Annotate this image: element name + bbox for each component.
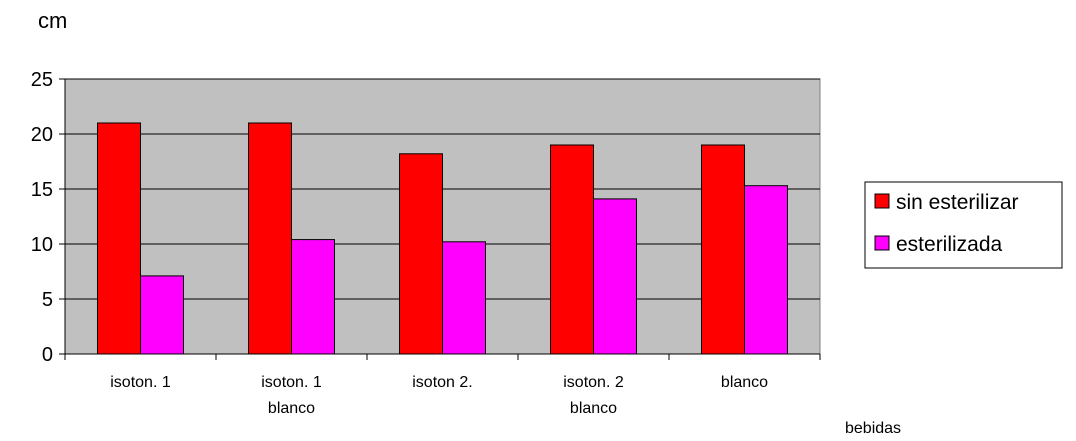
bar-esterilizada-4 xyxy=(744,185,788,355)
bar-esterilizada-2 xyxy=(442,241,486,355)
legend-label-esterilizada: esterilizada xyxy=(896,233,1003,256)
bar-sin-esterilizar-1 xyxy=(248,122,292,355)
y-tick-label: 25 xyxy=(31,69,53,91)
x-category-label: isoton. 1 xyxy=(110,374,171,391)
bar-esterilizada-1 xyxy=(291,239,335,355)
legend-label-sin-esterilizar: sin esterilizar xyxy=(896,191,1019,214)
axes xyxy=(59,78,821,360)
bars xyxy=(97,122,788,355)
y-tick-label: 5 xyxy=(42,289,53,311)
x-axis-title: bebidas xyxy=(845,420,901,437)
y-tick-label: 20 xyxy=(31,124,53,146)
y-axis-title: cm xyxy=(38,8,67,33)
bar-sin-esterilizar-0 xyxy=(97,122,141,355)
y-tick-label: 10 xyxy=(31,234,53,256)
x-category-label: isoton. 2 blanco xyxy=(563,374,624,417)
bar-esterilizada-0 xyxy=(140,275,184,355)
x-category-label: isoton. 1 blanco xyxy=(261,374,322,417)
legend-box xyxy=(864,181,1063,269)
x-category-label: isoton 2. xyxy=(412,374,472,391)
legend: sin esterilizar esterilizada xyxy=(864,181,1063,269)
tick-labels: 0 5 10 15 20 25 isoton. 1 isoton. 1 blanco isoton… xyxy=(31,69,768,417)
bar-sin-esterilizar-2 xyxy=(399,153,443,355)
x-category-label: blanco xyxy=(721,374,768,391)
bar-esterilizada-3 xyxy=(593,198,637,355)
bar-sin-esterilizar-3 xyxy=(550,144,594,355)
bar-sin-esterilizar-4 xyxy=(701,144,745,355)
y-tick-label: 15 xyxy=(31,179,53,201)
y-tick-label: 0 xyxy=(42,344,53,366)
legend-swatch-sin-esterilizar xyxy=(874,193,890,209)
legend-swatch-esterilizada xyxy=(874,235,890,251)
